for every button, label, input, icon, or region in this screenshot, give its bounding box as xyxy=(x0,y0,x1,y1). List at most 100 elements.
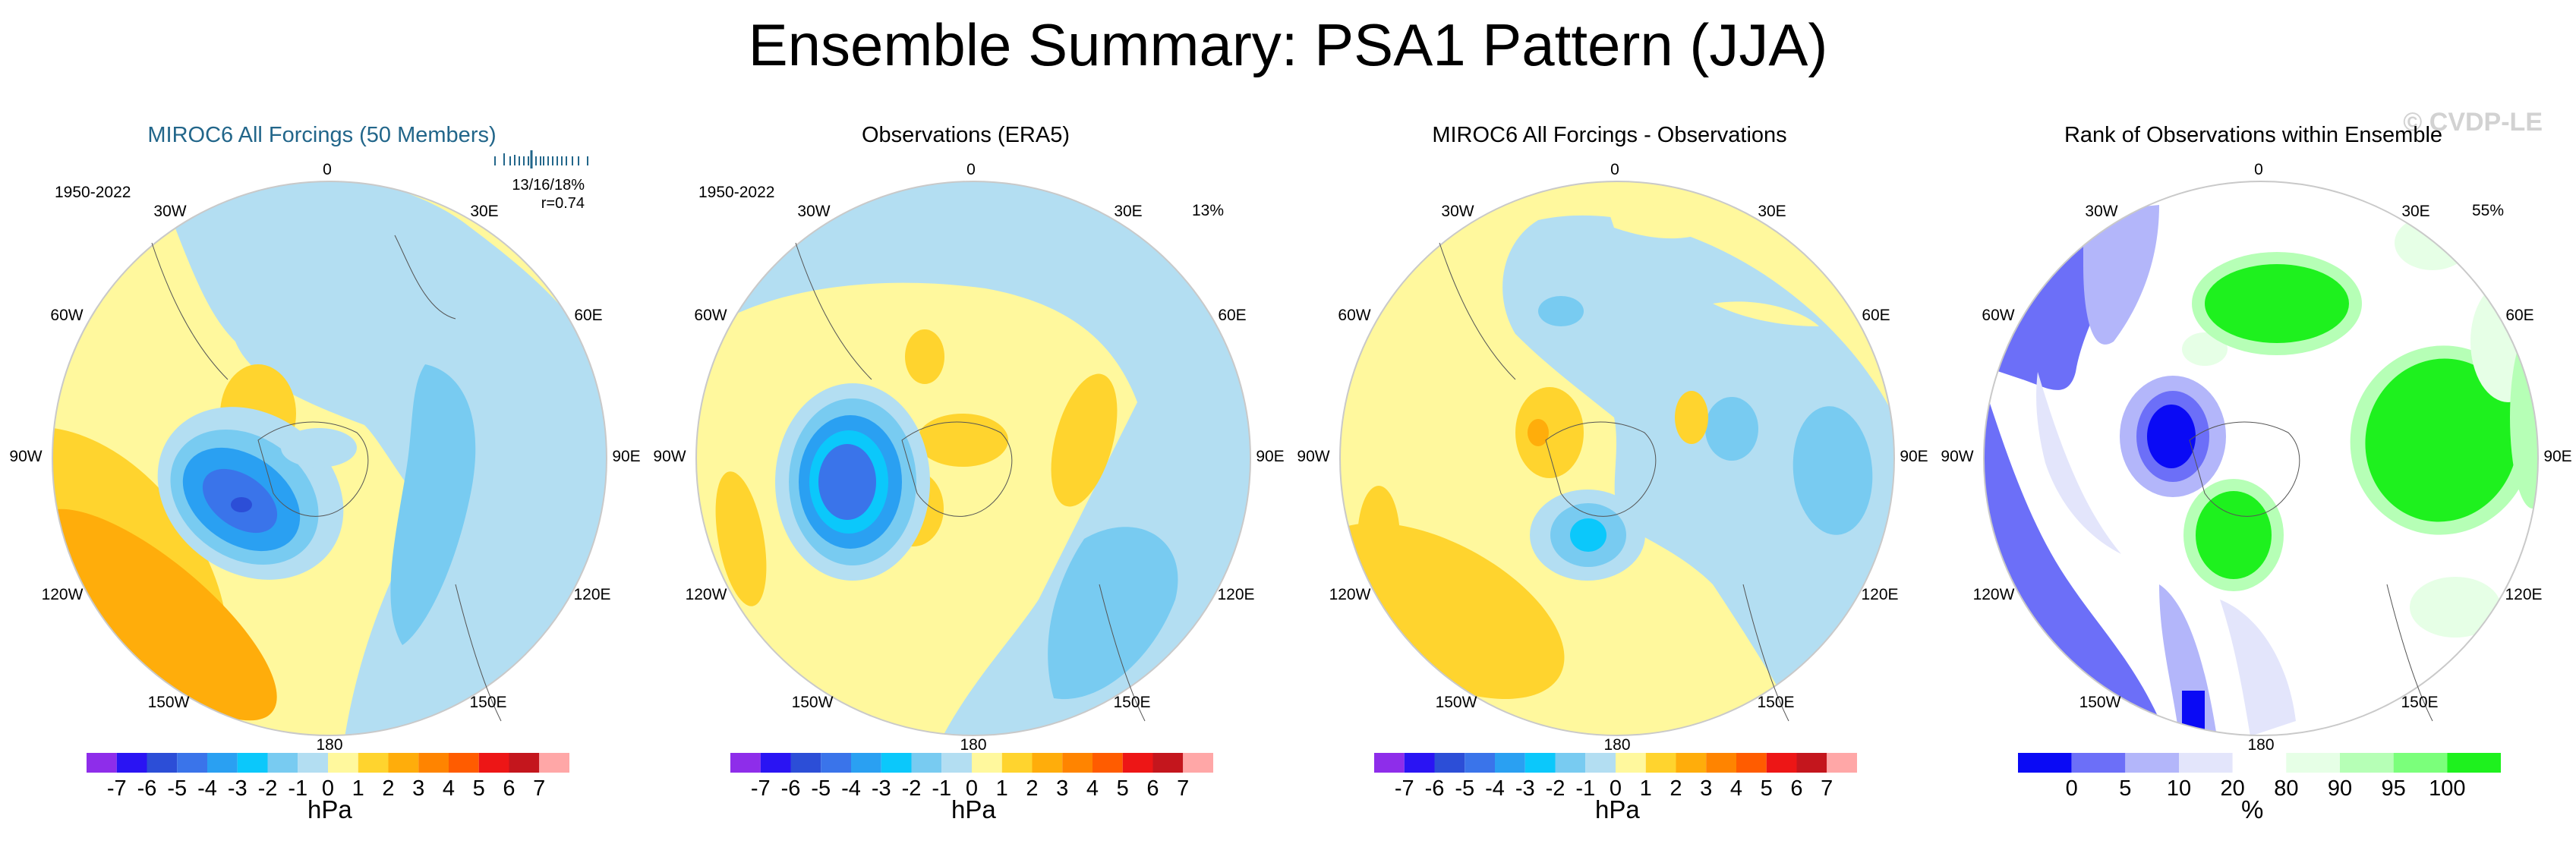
colorbar-tick-label: 3 xyxy=(1700,776,1712,798)
colorbar-hpa: -7 -6 -5 -4 -3 -2 -1 0 1 2 3 4 5 6 7 xyxy=(730,753,1213,798)
colorbar-tick-label: 4 xyxy=(1730,776,1742,798)
colorbar-swatch xyxy=(941,753,972,773)
colorbar-tick-label: 5 xyxy=(1117,776,1129,798)
panel-miroc6: MIROC6 All Forcings (50 Members) 1950-20… xyxy=(0,114,644,842)
colorbar-tick-label: 6 xyxy=(1790,776,1802,798)
lon-label-30w: 30W xyxy=(2085,203,2117,220)
colorbar-tick-label: 4 xyxy=(443,776,455,798)
colorbar-tick-label: 3 xyxy=(412,776,424,798)
colorbar-swatch xyxy=(1093,753,1123,773)
lon-label-60e: 60E xyxy=(1862,307,1890,324)
lon-label-60w: 60W xyxy=(1338,307,1370,324)
colorbar-swatch xyxy=(2179,753,2233,773)
lon-label-90e: 90E xyxy=(1256,448,1284,465)
colorbar-swatch xyxy=(1796,753,1827,773)
colorbar-tick-label: 0 xyxy=(322,776,334,798)
colorbar-swatch xyxy=(790,753,821,773)
colorbar-tick-label: -5 xyxy=(811,776,831,798)
colorbar-tick-label: -3 xyxy=(872,776,891,798)
colorbar-swatch xyxy=(1122,753,1153,773)
panel-rank: Rank of Observations within Ensemble 55% xyxy=(1931,114,2575,842)
colorbar-tick-label: 3 xyxy=(1056,776,1068,798)
lon-label-90w: 90W xyxy=(9,448,42,465)
colorbar-swatch xyxy=(539,753,569,773)
miroc-map: 0 30E 60E 90E 120E 150E 180 150W 120W 90… xyxy=(9,161,640,754)
colorbar-swatch xyxy=(207,753,238,773)
colorbar-tick-label: 1 xyxy=(996,776,1008,798)
colorbar-tick-label: -2 xyxy=(258,776,278,798)
colorbar-swatch xyxy=(87,753,117,773)
lon-label-150e: 150E xyxy=(2401,694,2438,711)
lon-label-30w: 30W xyxy=(1441,203,1474,220)
lon-label-60w: 60W xyxy=(1982,307,2014,324)
colorbar-tick-label: -7 xyxy=(107,776,127,798)
colorbar-swatch xyxy=(1465,753,1495,773)
stats-readout: 13/16/18% r=0.74 xyxy=(486,176,585,213)
colorbar-tick-label: 2 xyxy=(1026,776,1038,798)
colorbar-tick-label: 5 xyxy=(473,776,485,798)
lon-label-60w: 60W xyxy=(694,307,727,324)
lon-label-60e: 60E xyxy=(1218,307,1246,324)
lon-label-150w: 150W xyxy=(2079,694,2121,711)
colorbar-tick-label: -7 xyxy=(1395,776,1414,798)
lon-label-150w: 150W xyxy=(792,694,834,711)
lon-label-90e: 90E xyxy=(2543,448,2571,465)
lon-label-30w: 30W xyxy=(153,203,186,220)
colorbar-swatch xyxy=(1676,753,1707,773)
colorbar-tick-label: -3 xyxy=(1515,776,1535,798)
colorbar-swatch xyxy=(2393,753,2448,773)
ensemble-member-ticks xyxy=(494,150,588,168)
colorbar-swatch xyxy=(2232,753,2287,773)
main-title: Ensemble Summary: PSA1 Pattern (JJA) xyxy=(748,11,1828,78)
cvdp-le-watermark: © CVDP-LE xyxy=(2403,108,2543,137)
colorbar-swatch xyxy=(267,753,298,773)
colorbar-tick-label: 80 xyxy=(2274,776,2298,798)
colorbar-tick-label: 20 xyxy=(2221,776,2245,798)
panel-title: Observations (ERA5) xyxy=(862,123,1070,147)
colorbar-swatch xyxy=(1555,753,1586,773)
lon-label-0: 0 xyxy=(323,161,332,178)
panel-title: MIROC6 All Forcings (50 Members) xyxy=(147,123,497,147)
colorbar-swatch xyxy=(2447,753,2501,773)
colorbar-tick-label: 7 xyxy=(533,776,545,798)
colorbar-rank: 0 5 10 20 80 90 95 100 xyxy=(2018,753,2501,798)
colorbar-unit-label: hPa xyxy=(951,795,996,823)
lon-label-30e: 30E xyxy=(470,203,498,220)
colorbar-swatch xyxy=(2340,753,2394,773)
lon-label-0: 0 xyxy=(2254,161,2263,178)
colorbar-swatch xyxy=(1495,753,1525,773)
colorbar-swatch xyxy=(881,753,912,773)
colorbar-swatch xyxy=(730,753,761,773)
colorbar-swatch xyxy=(821,753,851,773)
colorbar-swatch xyxy=(1404,753,1435,773)
lon-label-150e: 150E xyxy=(1757,694,1794,711)
colorbar-tick-label: -6 xyxy=(781,776,801,798)
lon-label-60e: 60E xyxy=(2505,307,2533,324)
colorbar-swatch xyxy=(147,753,178,773)
panel-era5: Observations (ERA5) 1950-2022 13% 0 30E xyxy=(644,114,1288,842)
lon-label-180: 180 xyxy=(960,736,986,754)
colorbar-swatch xyxy=(1766,753,1797,773)
colorbar-tick-label: -2 xyxy=(902,776,922,798)
colorbar-tick-label: -6 xyxy=(1425,776,1445,798)
panel-title: Rank of Observations within Ensemble xyxy=(2064,123,2443,147)
colorbar-swatch xyxy=(237,753,268,773)
colorbar-swatch xyxy=(328,753,358,773)
colorbar-swatch xyxy=(388,753,419,773)
colorbar-swatch xyxy=(1645,753,1676,773)
colorbar-swatch xyxy=(298,753,328,773)
colorbar-swatch xyxy=(851,753,881,773)
colorbar-tick-label: 6 xyxy=(503,776,515,798)
colorbar-unit-label: hPa xyxy=(1595,795,1640,823)
colorbar-swatch xyxy=(449,753,479,773)
lon-label-150e: 150E xyxy=(469,694,506,711)
colorbar-tick-label: -2 xyxy=(1546,776,1565,798)
colorbar-tick-label: -5 xyxy=(167,776,187,798)
colorbar-swatch xyxy=(1434,753,1465,773)
lon-label-90e: 90E xyxy=(1900,448,1928,465)
colorbar-swatch xyxy=(2125,753,2179,773)
colorbar-tick-label: -6 xyxy=(137,776,157,798)
panel-title: MIROC6 All Forcings - Observations xyxy=(1432,123,1787,147)
colorbar-swatch xyxy=(1152,753,1184,773)
lon-label-90e: 90E xyxy=(612,448,640,465)
